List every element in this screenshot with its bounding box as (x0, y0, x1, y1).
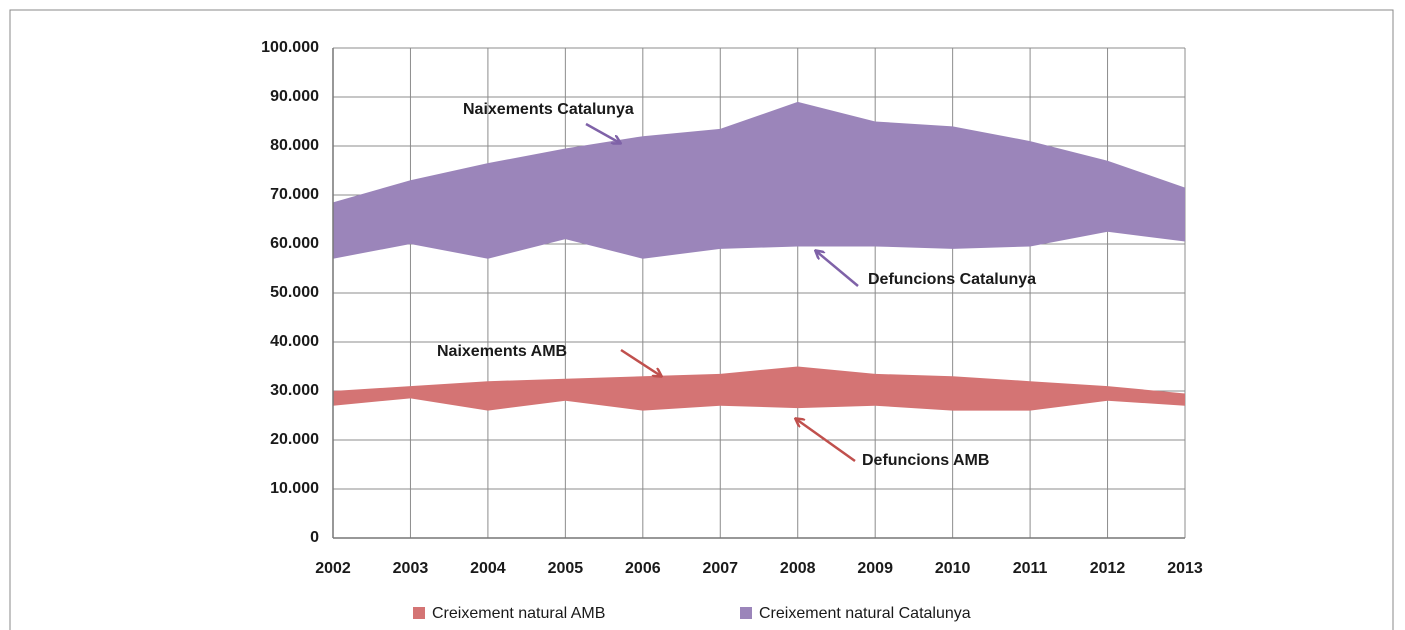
x-tick-label: 2006 (625, 560, 661, 577)
legend-swatch (413, 607, 425, 619)
y-tick-label: 50.000 (270, 284, 319, 301)
x-tick-label: 2011 (1013, 560, 1048, 577)
x-tick-label: 2003 (393, 560, 429, 577)
annotation-arrow (796, 419, 856, 463)
annotation-arrow (816, 251, 859, 287)
legend-swatch (740, 607, 752, 619)
annotation: Defuncions Catalunya (868, 271, 1036, 288)
band-area (333, 101, 1185, 259)
x-tick-label: 2004 (470, 560, 506, 577)
frame (9, 9, 1394, 630)
y-tick-label: 30.000 (270, 382, 319, 399)
y-tick-label: 20.000 (270, 431, 319, 448)
y-tick-label: 100.000 (261, 39, 319, 56)
y-tick-label: 90.000 (270, 88, 319, 105)
y-tick-label: 0 (310, 529, 319, 546)
legend-label: Creixement natural Catalunya (759, 605, 971, 622)
y-tick-label: 10.000 (270, 480, 319, 497)
y-tick-label: 60.000 (270, 235, 319, 252)
x-tick-label: 2002 (315, 560, 351, 577)
x-tick-label: 2012 (1090, 560, 1126, 577)
y-tick-label: 40.000 (270, 333, 319, 350)
legend-label: Creixement natural AMB (432, 605, 605, 622)
annotation-arrow (585, 122, 620, 143)
y-tick-label: 70.000 (270, 186, 319, 203)
annotation-arrow (620, 348, 661, 376)
y-tick-label: 80.000 (270, 137, 319, 154)
band-area (333, 366, 1185, 411)
x-tick-label: 2010 (935, 560, 971, 577)
x-tick-label: 2009 (857, 560, 893, 577)
x-tick-label: 2007 (702, 560, 738, 577)
annotation: Defuncions AMB (862, 452, 989, 469)
x-tick-label: 2013 (1167, 560, 1203, 577)
annotation: Naixements Catalunya (463, 101, 634, 118)
x-tick-label: 2005 (548, 560, 584, 577)
annotation: Naixements AMB (437, 343, 567, 360)
x-tick-label: 2008 (780, 560, 816, 577)
